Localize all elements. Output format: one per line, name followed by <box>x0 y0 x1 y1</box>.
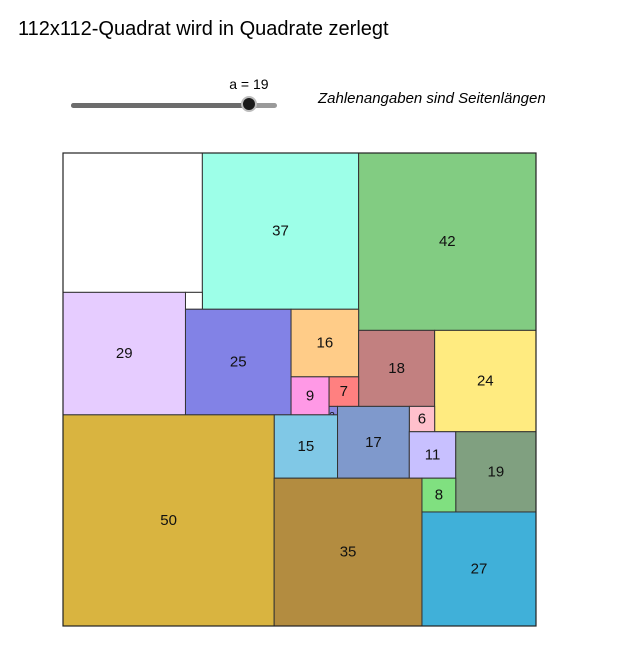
square-rect <box>421 511 537 627</box>
square-side-label: 27 <box>471 560 488 577</box>
square-7: 7 <box>328 376 360 407</box>
square-unlabeled <box>184 291 203 310</box>
square-side-label: 11 <box>425 446 441 463</box>
square-rect <box>62 291 186 416</box>
square-29: 29 <box>62 291 186 416</box>
square-17: 17 <box>337 405 410 479</box>
square-16: 16 <box>290 308 360 378</box>
square-side-label: 37 <box>272 223 289 240</box>
square-side-label: 42 <box>439 233 456 250</box>
square-unlabeled <box>62 152 203 293</box>
square-rect <box>273 477 423 627</box>
square-side-label: 29 <box>116 345 133 362</box>
square-side-label: 15 <box>297 438 314 455</box>
square-rect <box>290 376 330 416</box>
square-42: 42 <box>358 152 537 331</box>
square-side-label: 18 <box>388 360 405 377</box>
square-rect <box>328 376 360 407</box>
square-rect <box>358 152 537 331</box>
slider-fill <box>71 103 249 108</box>
square-8: 8 <box>421 477 457 513</box>
slider-a[interactable]: a = 19 <box>0 0 636 140</box>
squares-layer: 374229251618249762171550111935827 <box>62 152 537 627</box>
square-rect <box>408 405 436 433</box>
square-side-label: 24 <box>477 373 494 390</box>
square-50: 50 <box>62 414 275 627</box>
square-11: 11 <box>408 431 457 479</box>
slider-track[interactable] <box>71 103 277 108</box>
slider-knob[interactable] <box>240 96 257 112</box>
square-side-label: 6 <box>418 411 426 428</box>
page-title: 112x112-Quadrat wird in Quadrate zerlegt <box>18 18 389 40</box>
square-side-label: 35 <box>340 544 357 561</box>
square-rect <box>62 414 275 627</box>
square-37: 37 <box>201 152 360 310</box>
square-side-label: 19 <box>488 463 505 480</box>
note-text: Zahlenangaben sind Seitenlängen <box>318 90 546 107</box>
square-15: 15 <box>273 414 339 479</box>
square-rect <box>184 291 203 310</box>
square-side-label: 7 <box>340 383 348 400</box>
slider-value-label: a = 19 <box>229 76 269 92</box>
square-side-label: 16 <box>316 335 333 352</box>
square-19: 19 <box>455 431 537 513</box>
square-18: 18 <box>358 329 436 407</box>
square-side-label: 17 <box>365 434 382 451</box>
square-6: 6 <box>408 405 436 433</box>
square-rect <box>184 308 292 416</box>
outer-square-frame <box>62 152 537 627</box>
square-25: 25 <box>184 308 292 416</box>
square-side-label: 9 <box>306 387 314 404</box>
square-27: 27 <box>421 511 537 627</box>
square-rect <box>358 329 436 407</box>
square-rect <box>273 414 339 479</box>
square-9: 9 <box>290 376 330 416</box>
square-side-label: 25 <box>230 354 247 371</box>
square-24: 24 <box>434 329 537 433</box>
square-side-label: 50 <box>160 512 177 529</box>
square-side-label: 8 <box>435 487 443 504</box>
square-rect <box>455 431 537 513</box>
square-35: 35 <box>273 477 423 627</box>
square-rect <box>408 431 457 479</box>
square-rect <box>337 405 410 479</box>
square-rect <box>62 152 203 293</box>
